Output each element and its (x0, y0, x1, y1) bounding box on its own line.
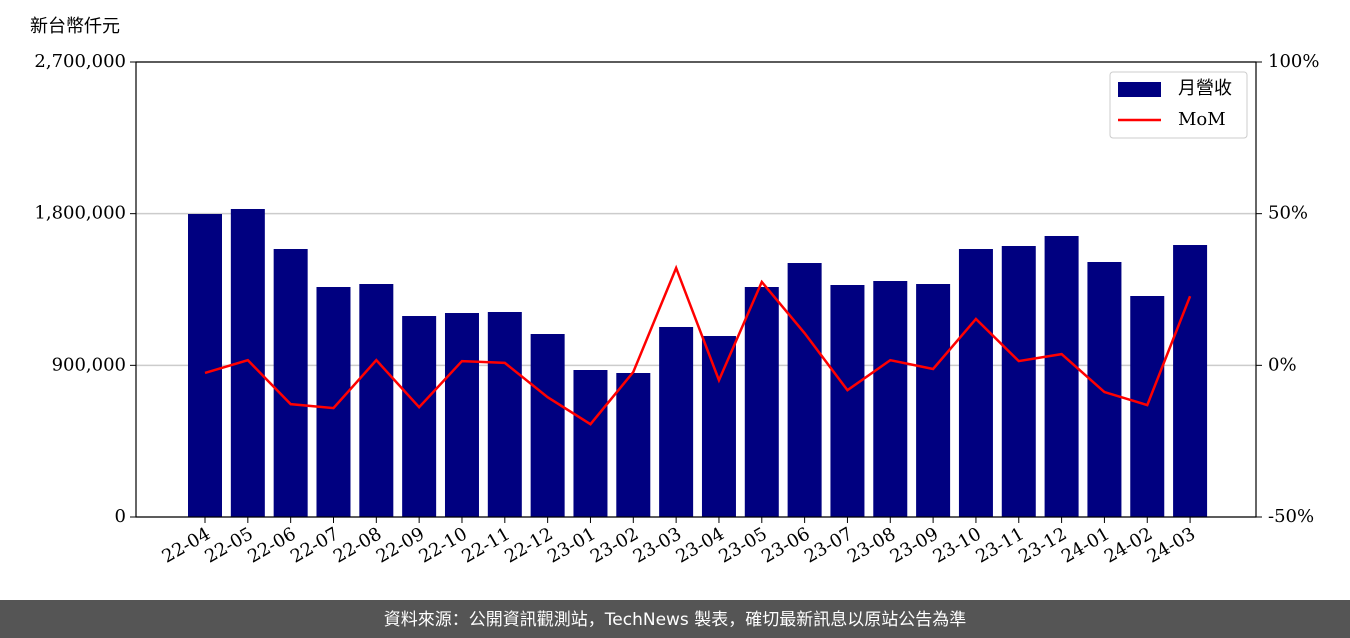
bar (487, 311, 522, 517)
bar (1044, 235, 1079, 518)
y-tick-label: 0 (115, 506, 126, 527)
y-tick-label: 2,700,000 (34, 51, 126, 72)
bar (916, 284, 951, 517)
bar (188, 214, 222, 517)
y-axis-label: 新台幣仟元 (30, 16, 120, 37)
x-tick-label: 22-07 (287, 523, 342, 567)
bar (1173, 245, 1208, 517)
x-tick-label: 22-10 (416, 523, 471, 567)
y2-tick-label: -50% (1268, 506, 1314, 527)
legend-swatch (1118, 82, 1161, 97)
y2-tick-label: 0% (1268, 354, 1297, 375)
x-tick-label: 23-06 (758, 523, 813, 567)
bar (659, 326, 694, 517)
x-tick-label: 22-06 (244, 523, 299, 567)
x-tick-label: 24-01 (1058, 523, 1113, 567)
x-tick-label: 22-08 (330, 523, 385, 567)
footer-bar (0, 600, 1350, 638)
bar (444, 313, 479, 517)
bar (1130, 296, 1165, 517)
x-tick-label: 23-05 (715, 523, 770, 567)
bar (402, 316, 437, 517)
x-tick-label: 23-11 (972, 523, 1027, 567)
x-tick-label: 23-04 (673, 523, 728, 567)
x-tick-label: 23-10 (930, 523, 985, 567)
x-tick-label: 22-11 (458, 523, 513, 567)
x-tick-label: 22-05 (201, 523, 256, 567)
x-tick-label: 23-09 (887, 523, 942, 567)
bar (787, 263, 822, 517)
x-tick-label: 23-12 (1015, 523, 1070, 567)
y-tick-label: 900,000 (52, 354, 126, 375)
x-tick-label: 22-12 (501, 523, 556, 567)
bar (744, 287, 779, 517)
bar (1087, 261, 1122, 517)
x-tick-label: 24-03 (1144, 523, 1199, 567)
bar (530, 334, 565, 517)
x-tick-label: 22-09 (373, 523, 428, 567)
bar (1001, 246, 1036, 517)
legend-label: 月營收 (1178, 78, 1232, 99)
plot-frame (135, 61, 1257, 518)
footer: 資料來源：公開資訊觀測站，TechNews 製表，確切最新訊息以原站公告為準 (384, 610, 966, 630)
y2-tick-label: 100% (1268, 51, 1319, 72)
x-tick-label: 23-01 (544, 523, 599, 567)
y2-tick-label: 50% (1268, 203, 1308, 224)
legend-label: MoM (1178, 109, 1226, 130)
x-tick-label: 22-04 (159, 523, 214, 567)
y-tick-label: 1,800,000 (34, 203, 126, 224)
bar (616, 373, 651, 517)
bar (316, 287, 351, 517)
x-tick-label: 23-08 (844, 523, 899, 567)
bar (359, 284, 394, 517)
bar (701, 336, 736, 517)
line (204, 264, 1192, 426)
bar (830, 285, 865, 517)
x-tick-label: 23-02 (587, 523, 642, 567)
bar (573, 370, 608, 517)
x-tick-label: 23-07 (801, 523, 856, 567)
bar (958, 249, 993, 517)
bar (873, 281, 908, 517)
x-tick-label: 23-03 (630, 523, 685, 567)
bar (273, 249, 308, 517)
x-tick-label: 24-02 (1101, 523, 1156, 567)
